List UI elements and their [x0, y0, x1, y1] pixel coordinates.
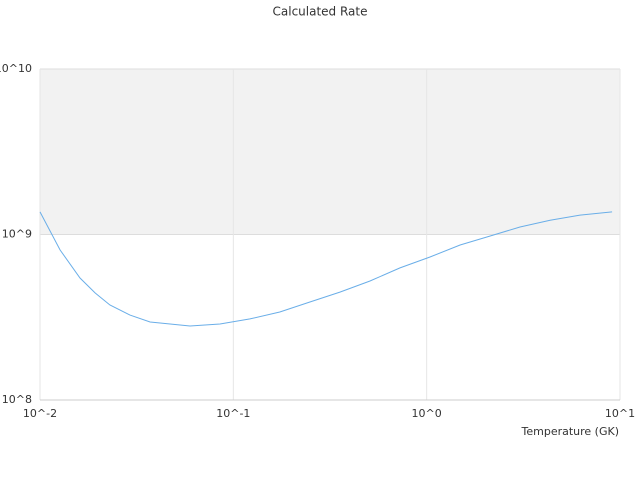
y-tick-label: 10^9 — [2, 228, 32, 241]
x-axis-label: Temperature (GK) — [521, 425, 620, 438]
y-tick-label: 10^8 — [2, 393, 32, 406]
x-tick-label: 10^-1 — [216, 407, 250, 420]
plot-band — [40, 69, 620, 235]
y-tick-label: 10^10 — [0, 62, 32, 75]
x-tick-label: 10^1 — [605, 407, 635, 420]
x-tick-label: 10^-2 — [23, 407, 57, 420]
x-tick-label: 10^0 — [412, 407, 442, 420]
data-line — [39, 211, 613, 327]
chart-title: Calculated Rate — [273, 5, 368, 19]
